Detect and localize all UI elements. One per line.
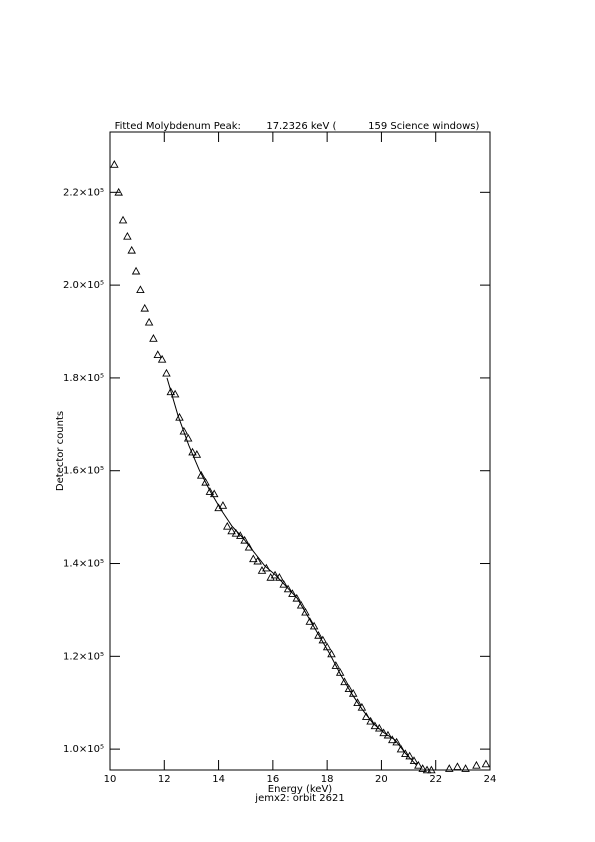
data-point bbox=[461, 764, 470, 772]
x-tick-label: 18 bbox=[321, 774, 334, 785]
y-tick-label: 1.2×10⁵ bbox=[63, 651, 104, 662]
data-point bbox=[314, 631, 323, 639]
data-point bbox=[244, 542, 254, 551]
data-point bbox=[166, 387, 176, 396]
data-point bbox=[472, 760, 481, 769]
x-tick-label: 10 bbox=[104, 774, 117, 785]
x-tick-label: 24 bbox=[484, 774, 497, 785]
x-tick-label: 16 bbox=[266, 774, 279, 785]
data-point bbox=[192, 450, 202, 458]
data-point bbox=[292, 593, 302, 602]
data-point bbox=[201, 477, 210, 486]
data-point bbox=[353, 698, 362, 706]
data-point bbox=[288, 589, 297, 597]
x-tick-label: 20 bbox=[375, 774, 388, 785]
data-point bbox=[249, 554, 258, 563]
data-point bbox=[379, 728, 388, 737]
data-point bbox=[270, 570, 280, 579]
data-point bbox=[227, 526, 236, 535]
data-point bbox=[401, 749, 410, 758]
data-point bbox=[170, 389, 180, 398]
data-point bbox=[131, 266, 141, 275]
data-point bbox=[422, 765, 432, 774]
data-point bbox=[453, 762, 462, 771]
data-point bbox=[153, 350, 163, 358]
chart-title: Fitted Molybdenum Peak: 17.2326 keV ( 15… bbox=[115, 121, 480, 132]
plot-frame bbox=[109, 131, 491, 771]
data-point bbox=[157, 354, 167, 363]
data-point bbox=[427, 765, 436, 774]
fit-line bbox=[166, 377, 418, 766]
data-point bbox=[392, 737, 401, 746]
data-point bbox=[418, 764, 427, 772]
data-point bbox=[481, 759, 491, 768]
data-point bbox=[236, 531, 245, 539]
data-point bbox=[123, 231, 132, 240]
subtitle: jemx2: orbit 2621 bbox=[254, 793, 344, 804]
data-point bbox=[370, 721, 380, 730]
data-point bbox=[335, 668, 345, 676]
y-tick-label: 1.0×10⁵ bbox=[63, 744, 104, 755]
y-tick-label: 2.2×10⁵ bbox=[63, 187, 104, 198]
data-point bbox=[279, 579, 288, 588]
data-point bbox=[262, 563, 271, 572]
data-point bbox=[209, 489, 219, 498]
data-point bbox=[218, 501, 228, 509]
data-point bbox=[331, 661, 341, 669]
x-tick-label: 12 bbox=[158, 774, 171, 785]
data-point bbox=[301, 607, 310, 616]
data-point bbox=[305, 617, 315, 625]
data-point bbox=[296, 600, 306, 609]
x-axis-label: Energy (keV) bbox=[268, 784, 333, 795]
data-point bbox=[445, 764, 454, 772]
x-tick-label: 22 bbox=[429, 774, 442, 785]
data-point bbox=[253, 556, 262, 565]
data-point bbox=[136, 285, 145, 294]
data-point bbox=[114, 187, 123, 196]
data-point bbox=[283, 584, 293, 593]
data-point bbox=[144, 317, 154, 326]
data-point bbox=[140, 303, 150, 312]
x-tick-label: 14 bbox=[212, 774, 225, 785]
data-point bbox=[309, 621, 319, 630]
y-tick-label: 1.4×10⁵ bbox=[63, 559, 104, 570]
data-point bbox=[110, 160, 119, 168]
data-point bbox=[396, 744, 406, 753]
y-tick-label: 2.0×10⁵ bbox=[63, 280, 104, 291]
data-point bbox=[127, 245, 136, 254]
y-axis-label: Detector counts bbox=[55, 411, 66, 491]
data-point bbox=[366, 716, 375, 725]
data-point bbox=[240, 535, 249, 544]
data-point bbox=[374, 723, 384, 732]
data-point bbox=[162, 368, 171, 377]
data-point bbox=[149, 334, 158, 342]
data-point bbox=[340, 677, 349, 686]
data-point bbox=[179, 426, 189, 435]
y-tick-label: 1.6×10⁵ bbox=[63, 466, 104, 477]
data-point bbox=[118, 215, 128, 224]
data-point bbox=[196, 470, 206, 479]
data-point bbox=[344, 684, 354, 693]
y-tick-label: 1.8×10⁵ bbox=[63, 373, 104, 384]
data-point bbox=[205, 487, 215, 495]
data-point bbox=[383, 730, 393, 739]
data-point bbox=[222, 521, 232, 530]
